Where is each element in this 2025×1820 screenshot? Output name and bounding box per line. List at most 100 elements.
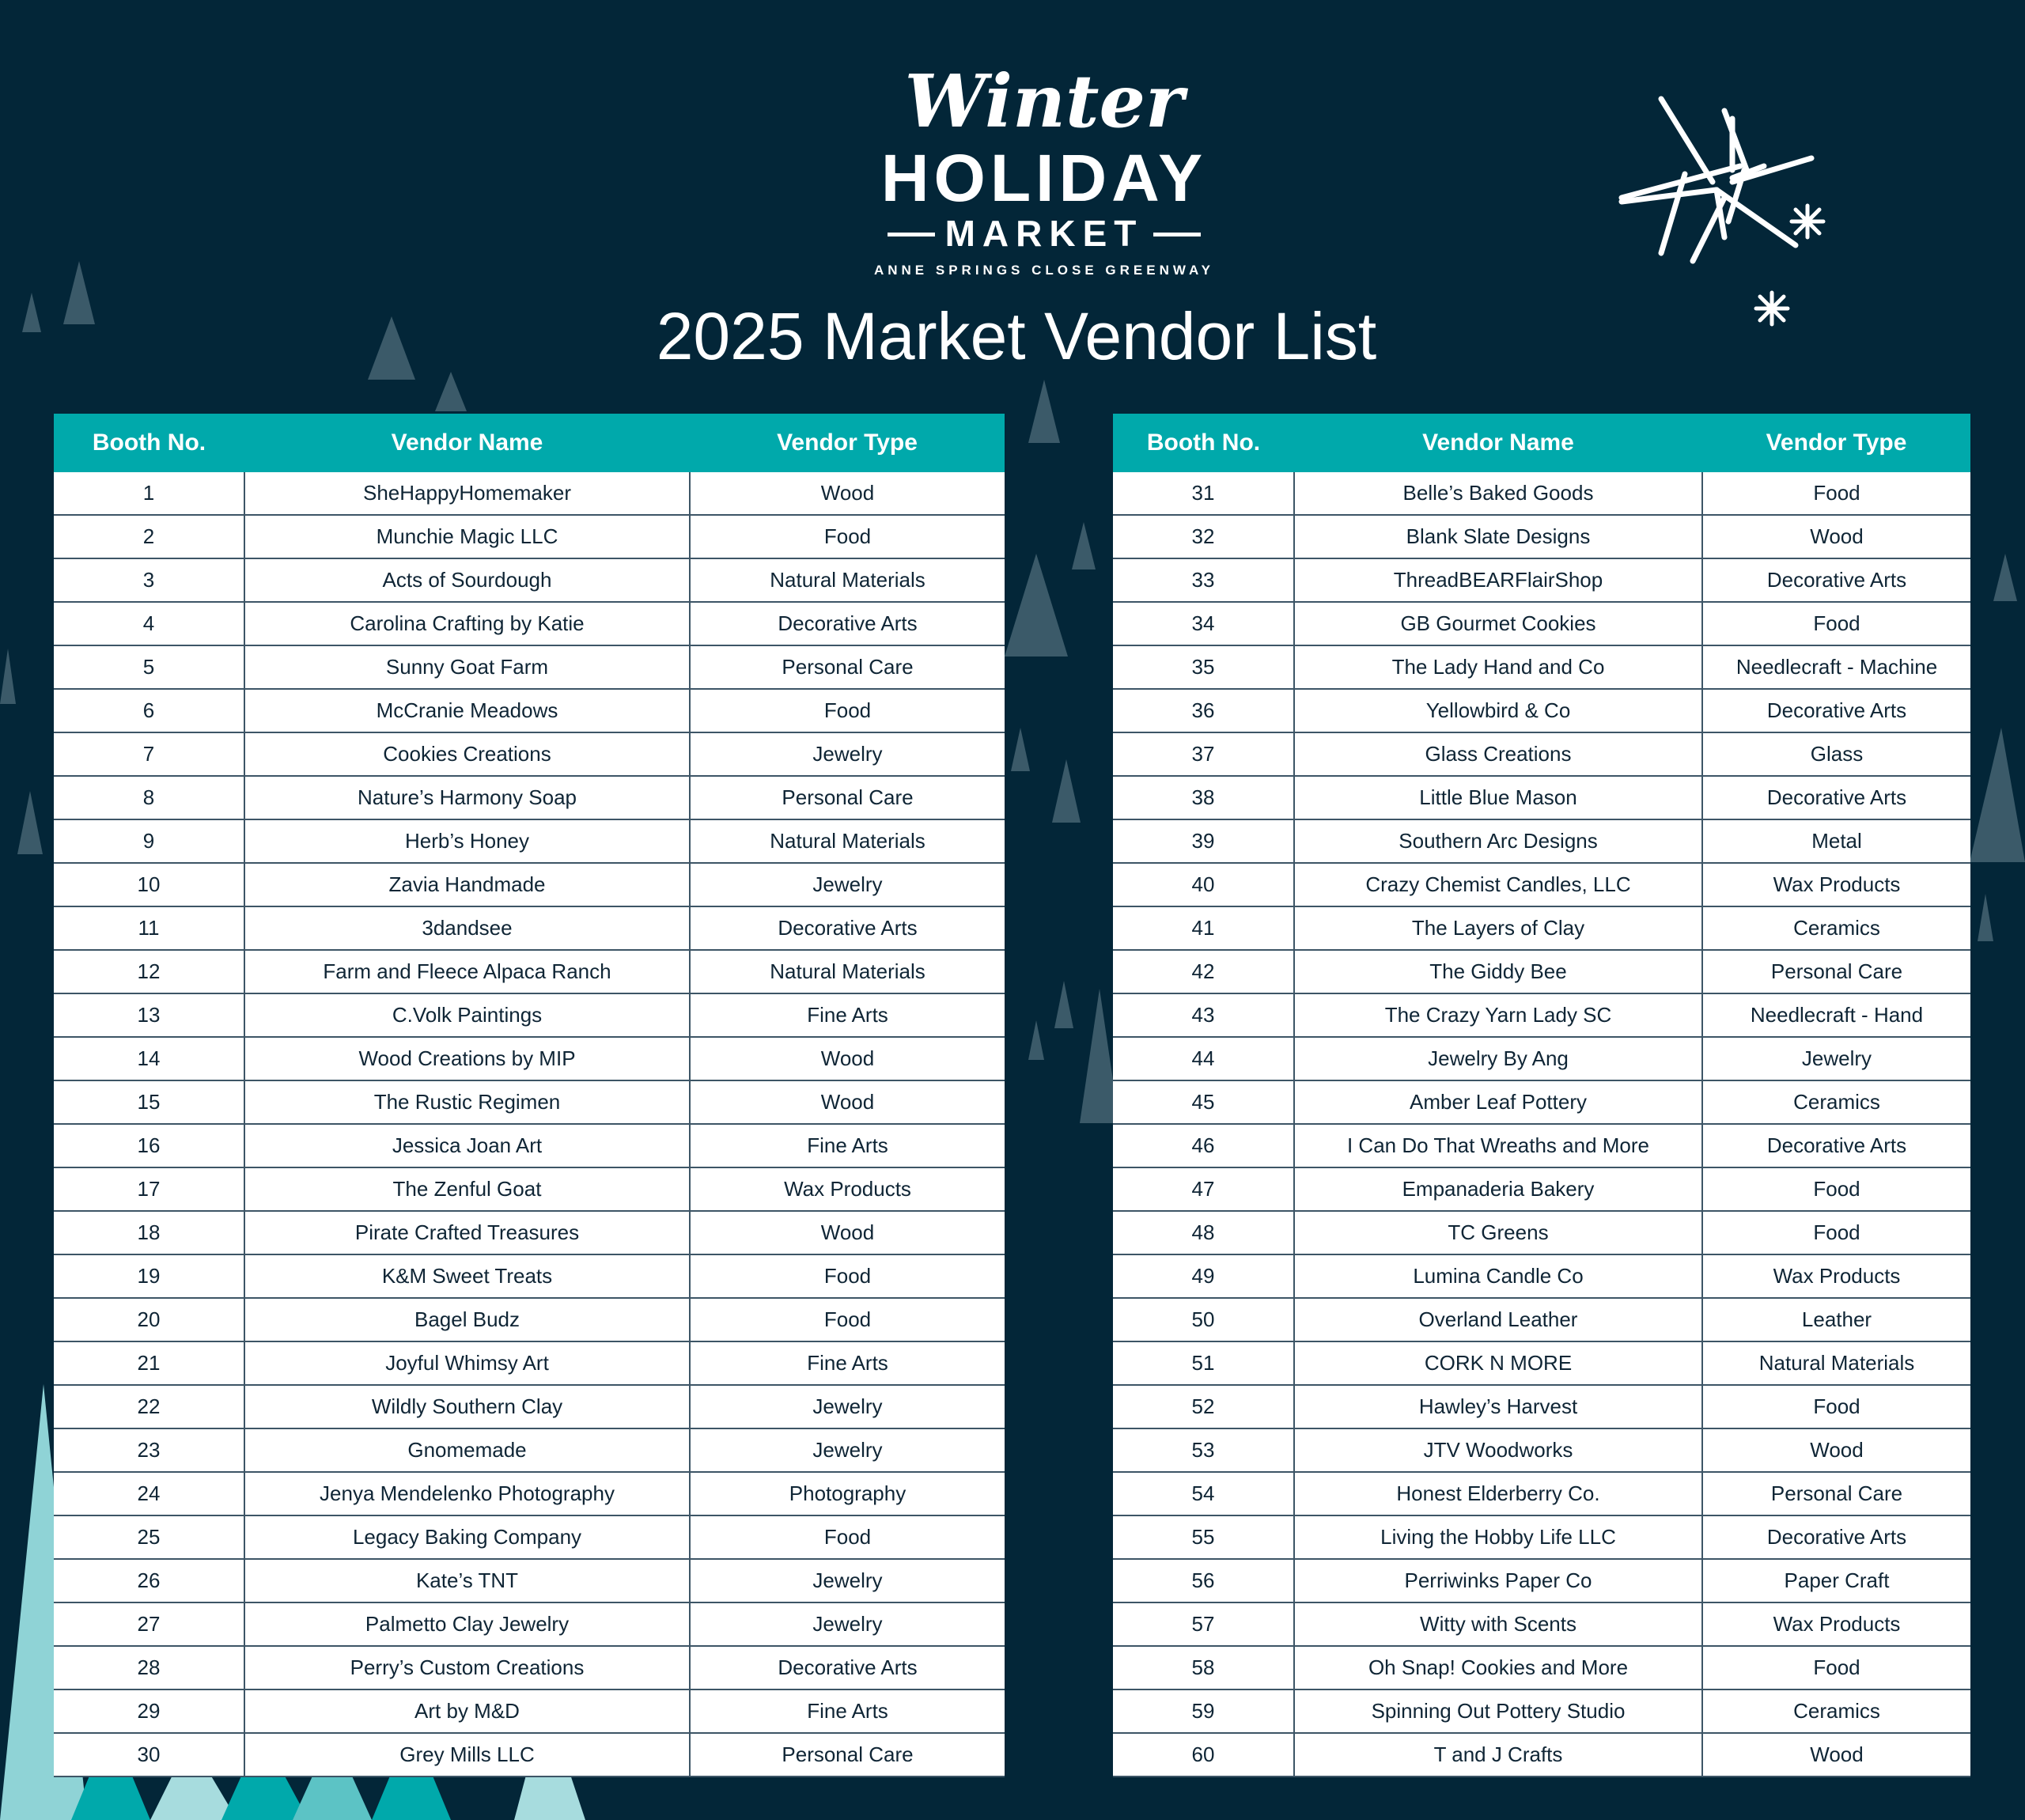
vendor-type: Wood	[689, 472, 1005, 516]
booth-number: 1	[54, 472, 245, 516]
vendor-type: Personal Care	[1701, 950, 1970, 994]
booth-number: 59	[1113, 1689, 1295, 1734]
booth-number: 30	[54, 1733, 245, 1777]
table-row: 47 Empanaderia Bakery Food	[1113, 1167, 1970, 1212]
vendor-name: Overland Leather	[1293, 1298, 1703, 1342]
vendor-type: Decorative Arts	[1701, 558, 1970, 603]
vendor-name: Glass Creations	[1293, 732, 1703, 777]
logo-subtitle: ANNE SPRINGS CLOSE GREENWAY	[873, 263, 1215, 278]
booth-number: 18	[54, 1211, 245, 1255]
booth-number: 35	[1113, 645, 1295, 690]
vendor-name: Joyful Whimsy Art	[244, 1341, 691, 1386]
vendor-type: Food	[1701, 1167, 1970, 1212]
vendor-type: Jewelry	[1701, 1037, 1970, 1081]
booth-number: 58	[1113, 1646, 1295, 1690]
booth-number: 3	[54, 558, 245, 603]
booth-number: 19	[54, 1254, 245, 1299]
table-row: 29 Art by M&D Fine Arts	[54, 1689, 1005, 1734]
booth-number: 36	[1113, 689, 1295, 733]
booth-number: 52	[1113, 1385, 1295, 1429]
snowflake-icon	[1618, 96, 1815, 264]
vendor-name: Kate’s TNT	[244, 1559, 691, 1603]
vendor-type: Paper Craft	[1701, 1559, 1970, 1603]
column-header-vendor-type: Vendor Type	[1702, 414, 1970, 472]
vendor-name: Yellowbird & Co	[1293, 689, 1703, 733]
vendor-type: Wood	[689, 1037, 1005, 1081]
table-row: 39 Southern Arc Designs Metal	[1113, 819, 1970, 864]
vendor-type: Wood	[689, 1080, 1005, 1125]
vendor-type: Decorative Arts	[1701, 689, 1970, 733]
vendor-type: Food	[689, 1515, 1005, 1560]
table-row: 56 Perriwinks Paper Co Paper Craft	[1113, 1559, 1970, 1603]
booth-number: 7	[54, 732, 245, 777]
table-row: 28 Perry’s Custom Creations Decorative Art…	[54, 1646, 1005, 1690]
vendor-name: Carolina Crafting by Katie	[244, 602, 691, 646]
vendor-type: Metal	[1701, 819, 1970, 864]
booth-number: 5	[54, 645, 245, 690]
vendor-name: Pirate Crafted Treasures	[244, 1211, 691, 1255]
vendor-name: Belle’s Baked Goods	[1293, 472, 1703, 516]
booth-number: 9	[54, 819, 245, 864]
booth-number: 4	[54, 602, 245, 646]
booth-number: 23	[54, 1428, 245, 1473]
vendor-type: Photography	[689, 1472, 1005, 1516]
vendor-type: Fine Arts	[689, 1689, 1005, 1734]
vendor-name: Witty with Scents	[1293, 1602, 1703, 1647]
vendor-name: Sunny Goat Farm	[244, 645, 691, 690]
table-row: 33 ThreadBEARFlairShop Decorative Arts	[1113, 558, 1970, 603]
vendor-type: Wax Products	[1701, 863, 1970, 907]
logo-holiday: HOLIDAY	[880, 141, 1208, 215]
booth-number: 51	[1113, 1341, 1295, 1386]
vendor-name: Little Blue Mason	[1293, 776, 1703, 820]
vendor-type: Ceramics	[1701, 1080, 1970, 1125]
vendor-name: Lumina Candle Co	[1293, 1254, 1703, 1299]
vendor-name: Jessica Joan Art	[244, 1124, 691, 1168]
vendor-type: Needlecraft - Hand	[1701, 993, 1970, 1038]
booth-number: 26	[54, 1559, 245, 1603]
table-row: 5 Sunny Goat Farm Personal Care	[54, 645, 1005, 690]
vendor-type: Decorative Arts	[689, 602, 1005, 646]
booth-number: 29	[54, 1689, 245, 1734]
vendor-type: Fine Arts	[689, 1124, 1005, 1168]
vendor-name: The Layers of Clay	[1293, 906, 1703, 951]
booth-number: 6	[54, 689, 245, 733]
booth-number: 28	[54, 1646, 245, 1690]
table-row: 49 Lumina Candle Co Wax Products	[1113, 1254, 1970, 1299]
booth-number: 25	[54, 1515, 245, 1560]
vendor-type: Wax Products	[689, 1167, 1005, 1212]
vendor-type: Ceramics	[1701, 1689, 1970, 1734]
booth-number: 12	[54, 950, 245, 994]
vendor-name: Southern Arc Designs	[1293, 819, 1703, 864]
table-row: 45 Amber Leaf Pottery Ceramics	[1113, 1080, 1970, 1125]
vendor-type: Food	[689, 515, 1005, 559]
vendor-table-right: Booth No. Vendor Name Vendor Type 31 Bell…	[1113, 414, 1970, 1777]
table-row: 31 Belle’s Baked Goods Food	[1113, 472, 1970, 516]
vendor-type: Decorative Arts	[1701, 1124, 1970, 1168]
table-row: 37 Glass Creations Glass	[1113, 732, 1970, 777]
vendor-name: The Zenful Goat	[244, 1167, 691, 1212]
table-row: 25 Legacy Baking Company Food	[54, 1515, 1005, 1560]
booth-number: 17	[54, 1167, 245, 1212]
vendor-type: Wax Products	[1701, 1254, 1970, 1299]
booth-number: 20	[54, 1298, 245, 1342]
vendor-name: 3dandsee	[244, 906, 691, 951]
vendor-type: Wax Products	[1701, 1602, 1970, 1647]
table-row: 15 The Rustic Regimen Wood	[54, 1080, 1005, 1125]
background-tree-icons	[0, 261, 2025, 1123]
table-row: 32 Blank Slate Designs Wood	[1113, 515, 1970, 559]
booth-number: 54	[1113, 1472, 1295, 1516]
table-row: 19 K&M Sweet Treats Food	[54, 1254, 1005, 1299]
table-row: 13 C.Volk Paintings Fine Arts	[54, 993, 1005, 1038]
booth-number: 8	[54, 776, 245, 820]
table-row: 9 Herb’s Honey Natural Materials	[54, 819, 1005, 864]
vendor-type: Jewelry	[689, 732, 1005, 777]
booth-number: 48	[1113, 1211, 1295, 1255]
column-header-booth: Booth No.	[1113, 414, 1294, 472]
column-header-vendor-type: Vendor Type	[690, 414, 1005, 472]
vendor-name: Art by M&D	[244, 1689, 691, 1734]
vendor-name: GB Gourmet Cookies	[1293, 602, 1703, 646]
table-row: 38 Little Blue Mason Decorative Arts	[1113, 776, 1970, 820]
vendor-type: Personal Care	[689, 645, 1005, 690]
booth-number: 14	[54, 1037, 245, 1081]
vendor-type: Food	[689, 1298, 1005, 1342]
